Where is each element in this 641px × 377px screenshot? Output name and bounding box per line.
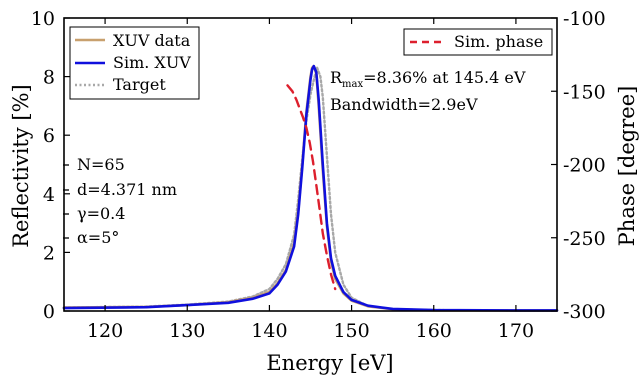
legend-left: XUV data Sim. XUV Target (69, 26, 200, 100)
x-tick-label: 160 (416, 320, 452, 342)
bandwidth-label: Bandwidth=2.9eV (330, 95, 478, 114)
rmax-annotation: Rmax=8.36% at 145.4 eV Bandwidth=2.9eV (330, 68, 526, 114)
x-tick-label: 170 (498, 320, 534, 342)
x-tick-label: 150 (333, 320, 369, 342)
x-ticks: 120 130 140 150 160 170 (87, 18, 534, 342)
y-ticks-left: 0 2 4 6 8 10 (31, 8, 70, 323)
series-line-sim-xuv (62, 64, 559, 312)
y-tick-label-left: 4 (43, 184, 55, 206)
rmax-label: Rmax=8.36% at 145.4 eV (330, 68, 526, 90)
y-tick-label-left: 0 (43, 301, 55, 323)
y-ticks-right: -100 -150 -200 -250 -300 (551, 8, 606, 323)
series-layer (62, 64, 559, 312)
rmax-prefix: R (330, 68, 343, 87)
param-alpha: α=5° (77, 228, 119, 247)
param-n: N=65 (77, 155, 125, 174)
parameter-list: N=65 d=4.371 nm γ=0.4 α=5° (63, 155, 177, 247)
y-tick-label-left: 2 (43, 242, 55, 264)
legend-right: Sim. phase (403, 28, 553, 56)
y-tick-label-right: -100 (563, 8, 606, 30)
param-gamma: γ=0.4 (77, 204, 125, 223)
x-tick-label: 120 (87, 320, 123, 342)
y-tick-label-left: 10 (31, 8, 55, 30)
x-axis-title: Energy [eV] (266, 351, 393, 375)
y-tick-label-right: -150 (563, 81, 606, 103)
series-line-sim-phase (286, 84, 337, 291)
legend-label-xuv-data: XUV data (113, 31, 191, 50)
y-tick-label-right: -250 (563, 228, 606, 250)
x-tick-label: 140 (251, 320, 287, 342)
y-tick-label-left: 6 (43, 125, 55, 147)
legend-label-sim-xuv: Sim. XUV (113, 53, 191, 72)
rmax-subscript: max (342, 79, 363, 90)
y-axis-title-left: Reflectivity [%] (9, 84, 33, 248)
y-tick-label-left: 8 (43, 67, 55, 89)
rmax-value: =8.36% at 145.4 eV (363, 68, 526, 87)
legend-label-sim-phase: Sim. phase (454, 32, 543, 51)
y-tick-label-right: -300 (563, 301, 606, 323)
y-tick-label-right: -200 (563, 155, 606, 177)
param-d: d=4.371 nm (77, 180, 177, 199)
x-tick-label: 130 (169, 320, 205, 342)
y-axis-title-right: Phase [degree] (615, 86, 639, 247)
legend-label-target: Target (113, 75, 166, 94)
